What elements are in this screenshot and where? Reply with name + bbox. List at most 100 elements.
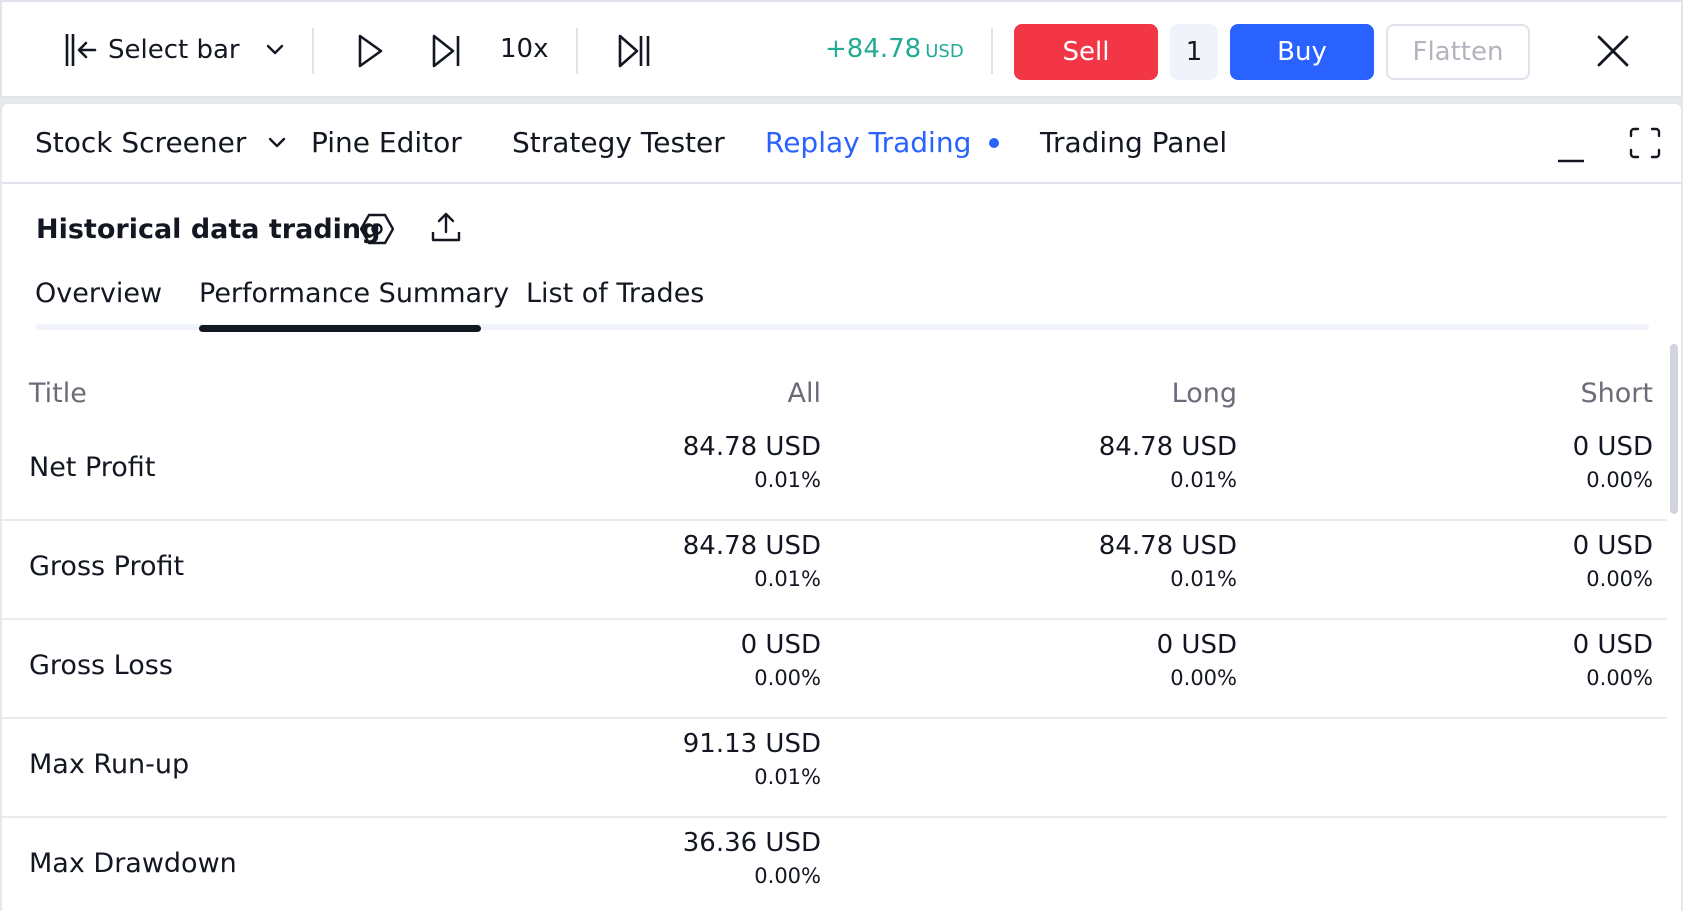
column-header-short: Short	[1580, 378, 1653, 409]
column-header-long: Long	[1171, 378, 1237, 409]
bottom-panel: Stock Screener Pine Editor Strategy Test…	[2, 104, 1681, 911]
cell-percent: 0.01%	[1170, 468, 1237, 492]
row-title: Max Drawdown	[29, 848, 237, 879]
cell-long: 0 USD 0.00%	[1157, 628, 1237, 694]
cell-value: 0 USD	[1572, 531, 1653, 561]
close-icon	[1596, 34, 1630, 68]
select-bar-icon	[64, 30, 98, 70]
buy-button[interactable]: Buy	[1230, 24, 1374, 80]
chevron-down-icon	[268, 137, 286, 149]
minimize-icon	[1556, 134, 1586, 164]
cell-value: 0 USD	[1572, 630, 1653, 660]
pnl-value: +84.78	[825, 34, 922, 64]
flatten-button[interactable]: Flatten	[1386, 24, 1530, 80]
table-header: Title All Long Short	[2, 352, 1667, 422]
cell-all: 36.36 USD 0.00%	[683, 826, 821, 892]
tab-pine-editor[interactable]: Pine Editor	[311, 126, 462, 159]
cell-value: 84.78 USD	[1098, 432, 1237, 462]
cell-percent: 0.00%	[754, 864, 821, 888]
cell-long: 84.78 USD 0.01%	[1099, 529, 1237, 595]
cell-percent: 0.01%	[754, 567, 821, 591]
tab-label: Replay Trading	[765, 126, 972, 159]
cell-value: 84.78 USD	[1098, 531, 1237, 561]
pnl-currency: USD	[925, 41, 964, 62]
tab-replay-trading[interactable]: Replay Trading	[765, 126, 1000, 159]
toolbar-divider	[991, 28, 993, 74]
maximize-icon	[1628, 126, 1662, 160]
maximize-panel-button[interactable]	[1628, 126, 1662, 160]
active-tab-indicator	[199, 325, 481, 332]
replay-speed-button[interactable]: 10x	[500, 34, 549, 64]
page-title: Historical data trading	[36, 214, 380, 245]
play-button[interactable]	[356, 32, 384, 70]
performance-table: Title All Long Short Net Profit 84.78 US…	[2, 352, 1667, 911]
row-title: Net Profit	[29, 452, 156, 483]
tab-stock-screener[interactable]: Stock Screener	[35, 126, 286, 159]
cell-percent: 0.00%	[754, 666, 821, 690]
cell-short: 0 USD 0.00%	[1573, 430, 1653, 496]
vertical-scrollbar[interactable]	[1670, 344, 1678, 514]
bottom-panel-tabs: Stock Screener Pine Editor Strategy Test…	[2, 104, 1681, 184]
export-button[interactable]	[430, 210, 462, 244]
settings-hexagon-icon	[360, 212, 394, 246]
row-title: Max Run-up	[29, 749, 190, 780]
cell-short: 0 USD 0.00%	[1573, 529, 1653, 595]
cell-all: 84.78 USD 0.01%	[683, 529, 821, 595]
cell-value: 36.36 USD	[682, 828, 821, 858]
column-header-title: Title	[29, 378, 87, 409]
tab-track	[36, 324, 1649, 330]
jump-to-realtime-button[interactable]	[616, 32, 652, 70]
column-header-all: All	[787, 378, 821, 409]
chevron-down-icon	[266, 44, 284, 56]
cell-percent: 0.00%	[1586, 666, 1653, 690]
cell-value: 84.78 USD	[682, 432, 821, 462]
table-row: Max Drawdown 36.36 USD 0.00%	[2, 818, 1667, 911]
play-icon	[356, 32, 384, 70]
row-title: Gross Profit	[29, 551, 185, 582]
cell-value: 0 USD	[740, 630, 821, 660]
toolbar-divider	[576, 28, 578, 74]
section-title-text: Historical data trading	[36, 214, 381, 245]
row-title: Gross Loss	[29, 650, 173, 681]
settings-button[interactable]	[360, 212, 394, 246]
cell-percent: 0.01%	[1170, 567, 1237, 591]
cell-value: 91.13 USD	[682, 729, 821, 759]
tab-label: Stock Screener	[35, 126, 247, 159]
tab-performance-summary[interactable]: Performance Summary	[199, 278, 510, 309]
cell-percent: 0.01%	[754, 765, 821, 789]
jump-to-realtime-icon	[616, 32, 652, 70]
table-row: Gross Loss 0 USD 0.00% 0 USD 0.00% 0 USD 0.…	[2, 620, 1667, 719]
sell-button[interactable]: Sell	[1014, 24, 1158, 80]
cell-value: 0 USD	[1572, 432, 1653, 462]
cell-short: 0 USD 0.00%	[1573, 628, 1653, 694]
cell-percent: 0.00%	[1586, 567, 1653, 591]
cell-value: 84.78 USD	[682, 531, 821, 561]
cell-all: 0 USD 0.00%	[741, 628, 821, 694]
cell-percent: 0.00%	[1586, 468, 1653, 492]
cell-percent: 0.00%	[1170, 666, 1237, 690]
table-row: Net Profit 84.78 USD 0.01% 84.78 USD 0.01%…	[2, 422, 1667, 521]
select-bar-label: Select bar	[108, 35, 240, 65]
cell-long: 84.78 USD 0.01%	[1099, 430, 1237, 496]
tab-list-of-trades[interactable]: List of Trades	[526, 278, 705, 309]
cell-percent: 0.01%	[754, 468, 821, 492]
tab-trading-panel[interactable]: Trading Panel	[1040, 126, 1228, 159]
select-bar-dropdown[interactable]: Select bar	[64, 30, 284, 70]
table-row: Gross Profit 84.78 USD 0.01% 84.78 USD 0.0…	[2, 521, 1667, 620]
step-forward-icon	[430, 32, 462, 70]
cell-all: 91.13 USD 0.01%	[683, 727, 821, 793]
active-dot-icon	[989, 137, 1000, 148]
cell-all: 84.78 USD 0.01%	[683, 430, 821, 496]
upload-icon	[430, 210, 462, 244]
table-row: Max Run-up 91.13 USD 0.01%	[2, 719, 1667, 818]
cell-value: 0 USD	[1156, 630, 1237, 660]
quantity-field[interactable]: 1	[1170, 24, 1218, 80]
tab-overview[interactable]: Overview	[35, 278, 163, 309]
pnl-display: +84.78 USD	[825, 34, 964, 64]
forward-button[interactable]	[430, 32, 462, 70]
tab-strategy-tester[interactable]: Strategy Tester	[512, 126, 725, 159]
replay-toolbar: Select bar 10x +84.78 USD Sell 1 Buy Flat…	[0, 0, 1683, 98]
toolbar-divider	[312, 28, 314, 74]
minimize-panel-button[interactable]	[1556, 134, 1586, 164]
close-button[interactable]	[1596, 34, 1630, 68]
